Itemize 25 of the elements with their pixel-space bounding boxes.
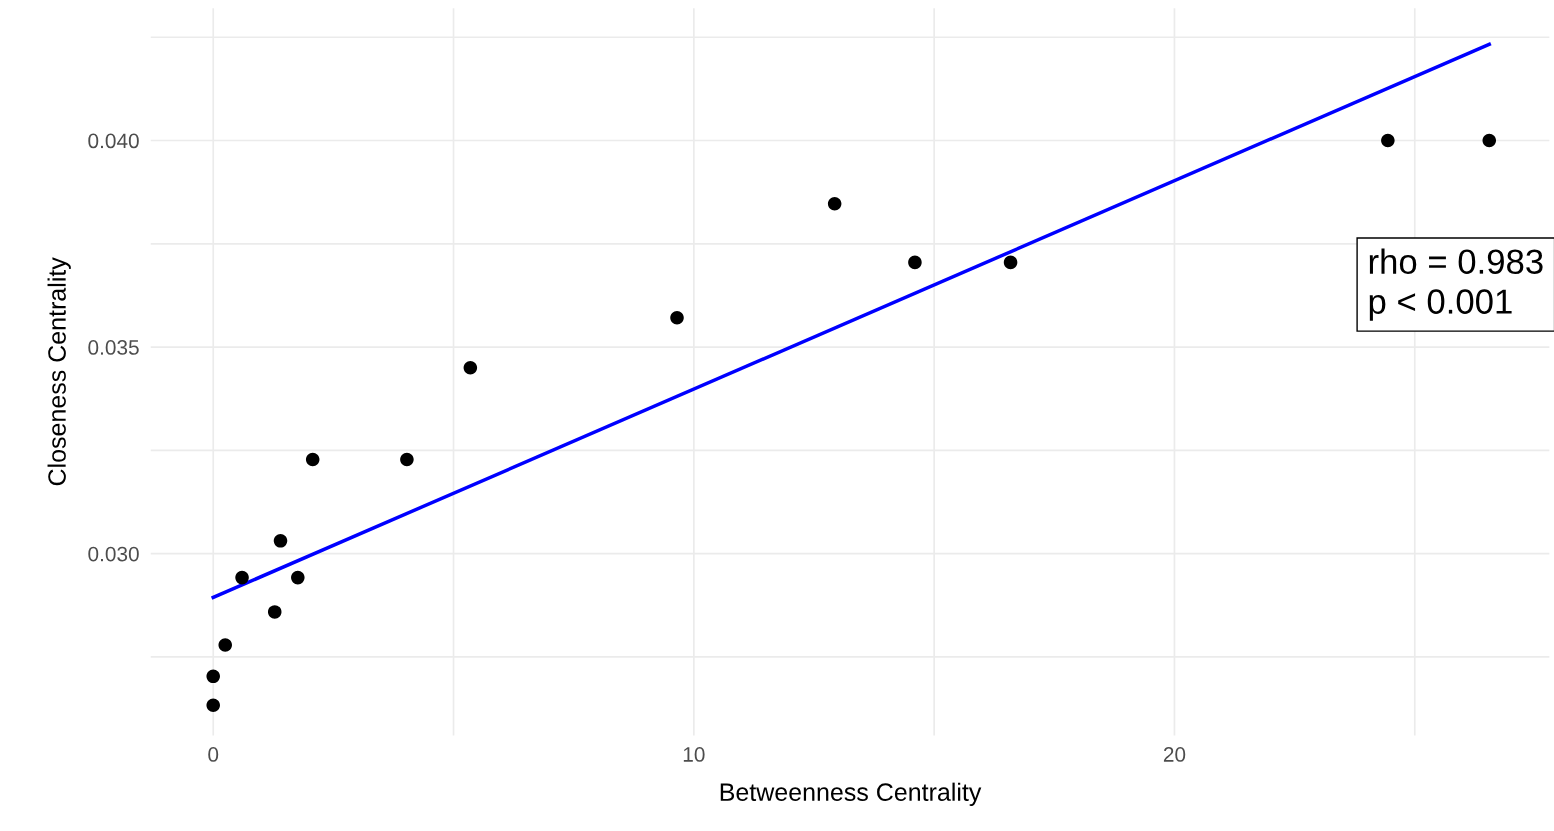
point [305,452,320,467]
y-tick-label: 0.030 [88,546,139,562]
x-tick-label: 10 [683,747,705,762]
point [206,698,220,713]
x-axis-title: Betweenness Centrality [720,782,982,806]
annotation: rho = 0.983 p < 0.001 [1369,248,1543,321]
point [1003,255,1018,270]
point [670,310,684,325]
y-axis-title: Closeness Centrality [47,257,71,486]
y-tick-label: 0.035 [88,340,139,355]
point [1381,133,1395,148]
point [273,534,288,548]
point [291,570,305,585]
point [400,452,414,467]
point [235,570,249,585]
point [463,360,478,375]
point [267,605,282,619]
point [206,669,220,684]
x-tick-label: 20 [1163,747,1186,762]
point [908,255,922,270]
point [218,638,232,652]
point [827,196,842,211]
x-tick-label: 0 [208,747,219,762]
y-tick-label: 0.040 [88,133,139,149]
point [1482,133,1497,148]
